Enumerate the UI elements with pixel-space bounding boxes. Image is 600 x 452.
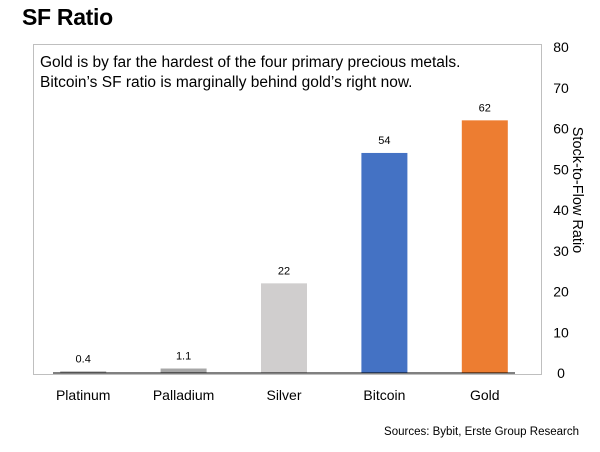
bar [261, 283, 307, 373]
data-label: 22 [278, 265, 290, 277]
plot-frame [33, 44, 542, 375]
y-tick-label: 20 [553, 284, 569, 300]
data-label: 62 [479, 102, 491, 114]
data-label: 1.1 [176, 351, 191, 363]
data-label: 54 [378, 135, 390, 147]
bar [60, 371, 107, 373]
x-tick-label: Platinum [56, 387, 110, 403]
y-axis-label: Stock-to-Flow Ratio [569, 126, 585, 254]
y-tick-label: 10 [553, 324, 569, 340]
x-tick-label: Silver [266, 387, 301, 403]
y-tick-label: 60 [553, 121, 569, 137]
y-tick-label: 70 [553, 80, 569, 96]
chart-title: SF Ratio [22, 4, 113, 30]
data-label: 0.4 [76, 353, 91, 365]
y-tick-label: 50 [553, 161, 569, 177]
source-note: Sources: Bybit, Erste Group Research [384, 426, 579, 438]
bar [160, 368, 207, 373]
y-tick-label: 40 [553, 202, 569, 218]
y-tick-label: 0 [557, 365, 565, 381]
bar [461, 120, 508, 373]
x-tick-label: Bitcoin [363, 387, 405, 403]
x-tick-label: Gold [470, 387, 500, 403]
y-tick-label: 80 [553, 39, 569, 55]
bar [361, 152, 408, 373]
chart-subtitle: Gold is by far the hardest of the four p… [40, 54, 461, 91]
y-tick-label: 30 [553, 243, 569, 259]
x-tick-label: Palladium [153, 387, 214, 403]
